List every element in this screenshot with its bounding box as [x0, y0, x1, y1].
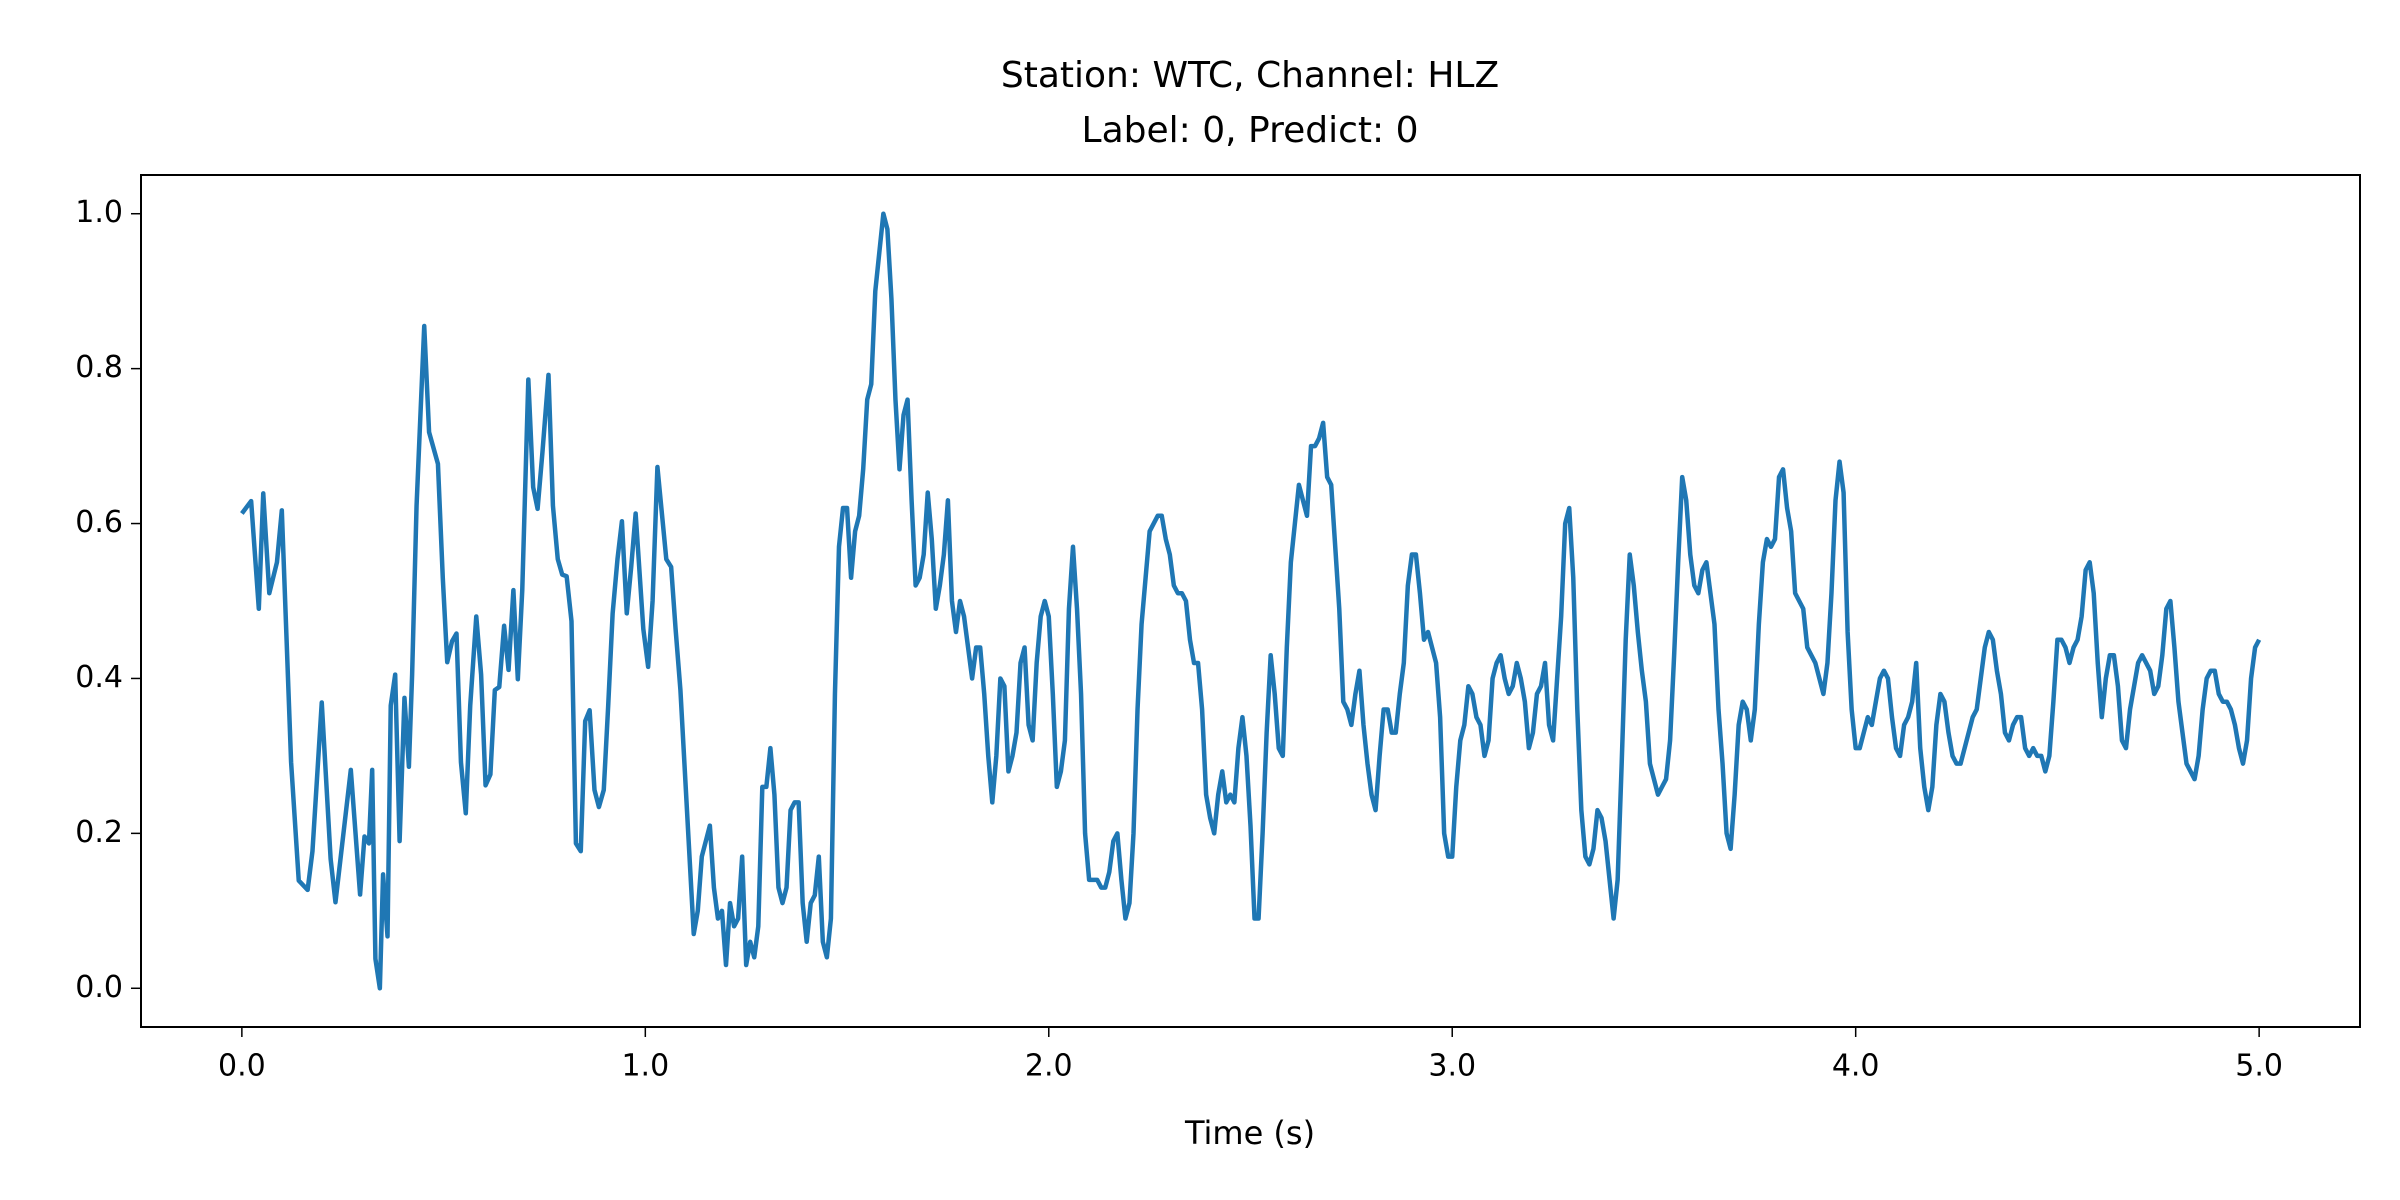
y-tick-label: 0.0: [75, 970, 123, 1005]
y-tick-label: 0.4: [75, 660, 123, 695]
y-tick-label: 0.6: [75, 505, 123, 540]
x-tick-label: 2.0: [1025, 1049, 1073, 1084]
y-tick-label: 1.0: [75, 195, 123, 230]
x-tick-label: 4.0: [1832, 1049, 1880, 1084]
chart-title: Station: WTC, Channel: HLZ: [1001, 55, 1499, 96]
x-tick-label: 0.0: [218, 1049, 266, 1084]
axes-frame: [140, 174, 2361, 1028]
y-tick-label: 0.8: [75, 350, 123, 385]
x-axis-label: Time (s): [1184, 1114, 1315, 1152]
x-tick-label: 1.0: [621, 1049, 669, 1084]
chart-title: Label: 0, Predict: 0: [1082, 110, 1419, 151]
x-tick-label: 5.0: [2235, 1049, 2283, 1084]
data-line: [240, 211, 2262, 991]
x-tick-label: 3.0: [1428, 1049, 1476, 1084]
y-tick-label: 0.2: [75, 815, 123, 850]
